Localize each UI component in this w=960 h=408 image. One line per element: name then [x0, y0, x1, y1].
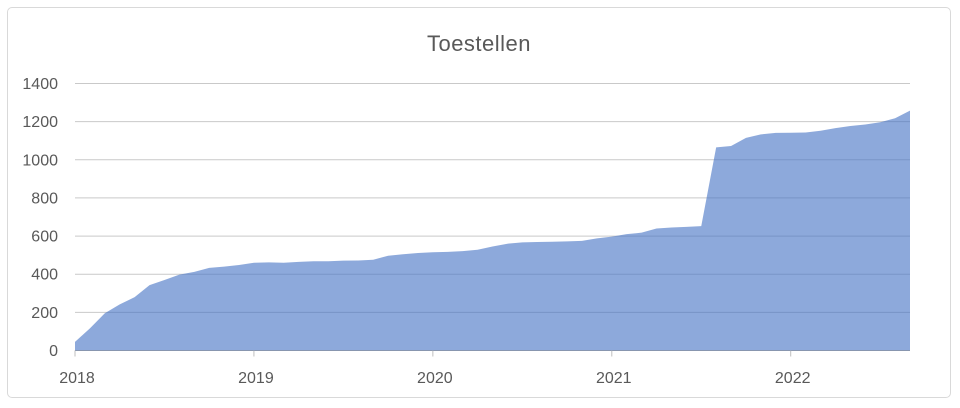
y-tick-label: 0 — [49, 343, 58, 360]
y-tick-label: 1000 — [22, 152, 58, 169]
x-tick-label: 2019 — [238, 370, 274, 387]
y-tick-label: 1200 — [22, 114, 58, 131]
area-series — [75, 110, 910, 351]
chart-title: Toestellen — [426, 31, 532, 56]
x-tick-label: 2022 — [775, 370, 811, 387]
x-tick-label: 2018 — [59, 370, 95, 387]
y-tick-label: 800 — [31, 190, 58, 207]
chart-frame: Toestellen — [7, 7, 951, 398]
x-tick-label: 2021 — [596, 370, 632, 387]
y-tick-label: 600 — [31, 229, 58, 246]
y-tick-label: 400 — [31, 267, 58, 284]
y-tick-label: 200 — [31, 305, 58, 322]
x-tick-label: 2020 — [417, 370, 453, 387]
y-tick-label: 1400 — [22, 76, 58, 93]
